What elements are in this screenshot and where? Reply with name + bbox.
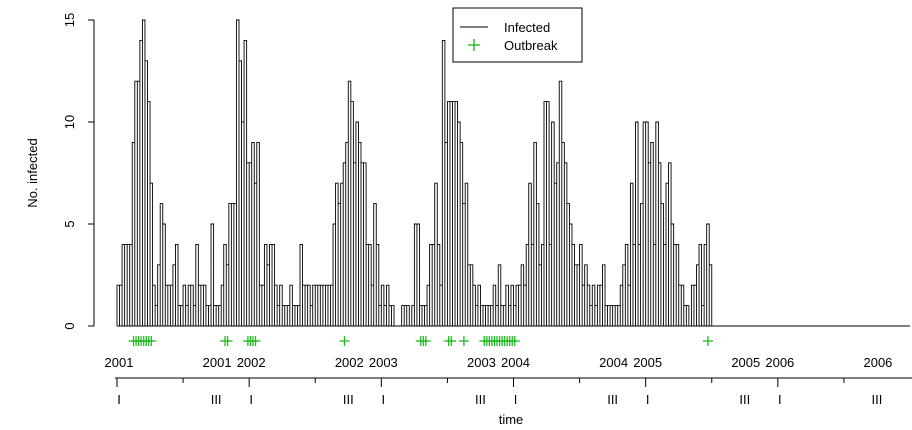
outbreak-marker xyxy=(702,336,713,346)
x-axis-label: time xyxy=(499,412,524,427)
outbreak-marker xyxy=(458,336,469,346)
x-quarter-label: III xyxy=(739,392,750,407)
outbreak-marker xyxy=(339,336,350,346)
x-year-label: 2006 xyxy=(765,355,794,370)
x-quarter-label: I xyxy=(778,392,782,407)
x-year-label: 2004 xyxy=(599,355,628,370)
outbreak-marker xyxy=(146,336,157,346)
x-year-label: 2005 xyxy=(731,355,760,370)
legend-box xyxy=(452,7,583,63)
x-axis: 2001 2001 2002 2002 2003 2003 2004 2004 2005 2005… xyxy=(105,355,912,427)
x-quarter-label: III xyxy=(607,392,618,407)
outbreak-marker xyxy=(420,336,431,346)
legend: Infected Outbreak xyxy=(452,7,583,63)
y-axis-label: No. infected xyxy=(25,138,40,207)
y-tick-label: 5 xyxy=(62,220,77,227)
legend-outbreak-label: Outbreak xyxy=(504,38,558,53)
x-quarter-label: I xyxy=(117,392,121,407)
x-quarter-label: I xyxy=(646,392,650,407)
x-year-label: 2005 xyxy=(633,355,662,370)
outbreak-marker xyxy=(446,336,457,346)
x-year-label: 2004 xyxy=(501,355,530,370)
infected-series-line xyxy=(116,19,910,327)
x-year-label: 2001 xyxy=(203,355,232,370)
x-year-label: 2003 xyxy=(369,355,398,370)
x-quarter-label: III xyxy=(872,392,883,407)
y-tick-label: 0 xyxy=(62,322,77,329)
x-year-label: 2003 xyxy=(467,355,496,370)
x-year-label: 2002 xyxy=(335,355,364,370)
x-quarter-label: I xyxy=(249,392,253,407)
legend-infected-label: Infected xyxy=(504,20,550,35)
x-quarter-label: III xyxy=(343,392,354,407)
outbreak-markers xyxy=(128,336,713,346)
y-tick-label: 15 xyxy=(62,13,77,27)
legend-outbreak-symbol xyxy=(468,39,480,51)
y-tick-label: 10 xyxy=(62,115,77,129)
outbreak-marker xyxy=(250,336,261,346)
outbreak-marker xyxy=(509,336,520,346)
x-quarter-label: III xyxy=(211,392,222,407)
x-year-label: 2002 xyxy=(237,355,266,370)
y-axis: 0 5 10 15 No. infected xyxy=(25,13,95,330)
x-year-label: 2006 xyxy=(863,355,892,370)
x-quarter-label: III xyxy=(475,392,486,407)
x-quarter-label: I xyxy=(382,392,386,407)
outbreak-marker xyxy=(222,336,233,346)
x-quarter-label: I xyxy=(514,392,518,407)
x-year-label: 2001 xyxy=(105,355,134,370)
